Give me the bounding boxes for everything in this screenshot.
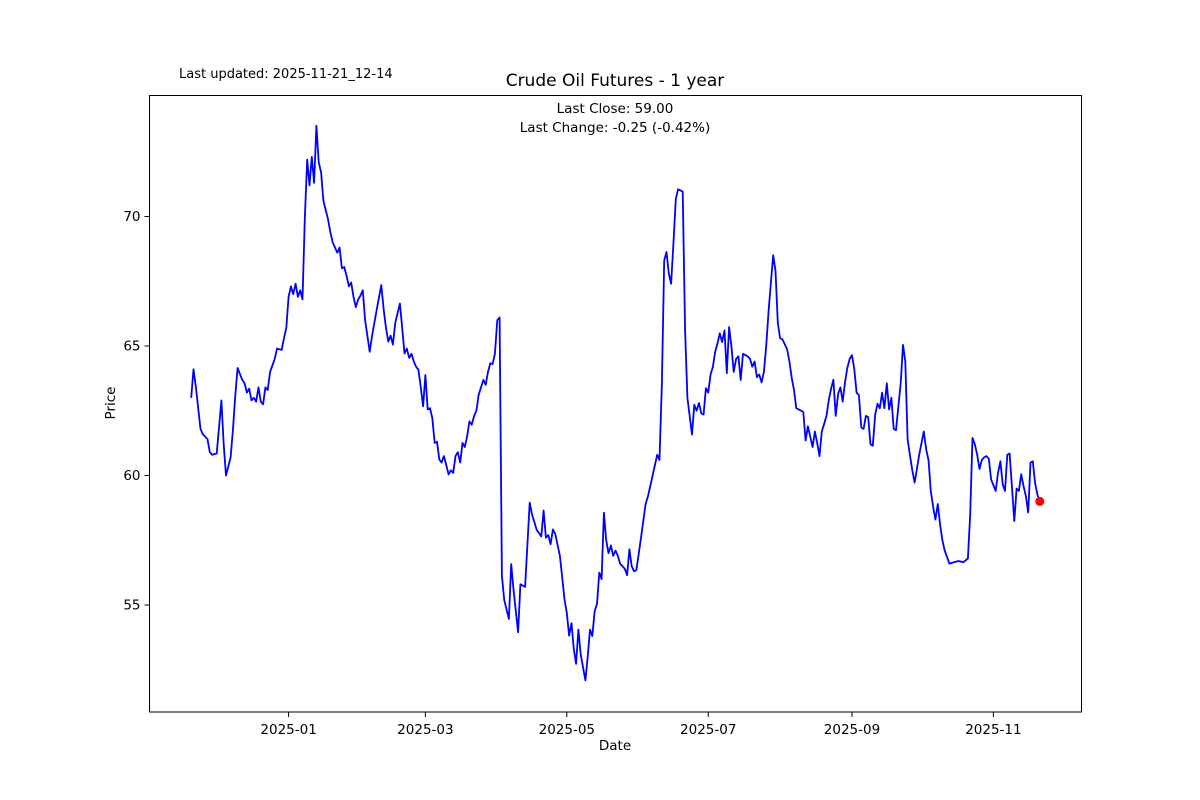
svg-text:65: 65 (123, 339, 140, 355)
svg-text:2025-09: 2025-09 (824, 722, 880, 738)
svg-text:2025-03: 2025-03 (397, 722, 453, 738)
y-axis-ticks: 55 60 65 70 (123, 209, 150, 614)
svg-text:2025-07: 2025-07 (680, 722, 736, 738)
last-updated-text: Last updated: 2025-11-21_12-14 (179, 67, 393, 82)
chart-title: Crude Oil Futures - 1 year (505, 71, 725, 91)
subtitle-last-change: Last Change: -0.25 (-0.42%) (519, 120, 711, 136)
svg-text:2025-05: 2025-05 (539, 722, 595, 738)
x-axis-label: Date (598, 738, 632, 754)
last-price-marker (1035, 496, 1045, 506)
svg-text:55: 55 (123, 598, 140, 614)
svg-text:2025-11: 2025-11 (965, 722, 1021, 738)
x-axis-ticks: 2025-01 2025-03 2025-05 2025-07 2025-09 2025-… (260, 712, 1022, 738)
price-line (190, 124, 1041, 682)
svg-text:60: 60 (123, 468, 140, 484)
plot-border (149, 95, 1082, 713)
svg-text:70: 70 (123, 209, 140, 225)
subtitle-last-close: Last Close: 59.00 (556, 101, 674, 117)
svg-text:2025-01: 2025-01 (260, 722, 316, 738)
